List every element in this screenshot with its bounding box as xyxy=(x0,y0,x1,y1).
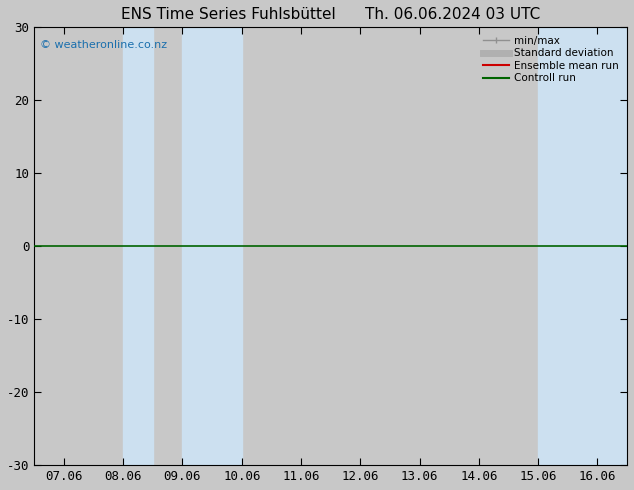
Title: ENS Time Series Fuhlsbüttel      Th. 06.06.2024 03 UTC: ENS Time Series Fuhlsbüttel Th. 06.06.20… xyxy=(121,7,540,22)
Bar xyxy=(123,27,153,465)
Bar xyxy=(538,27,627,465)
Text: © weatheronline.co.nz: © weatheronline.co.nz xyxy=(40,40,167,50)
Bar xyxy=(183,27,242,465)
Legend: min/max, Standard deviation, Ensemble mean run, Controll run: min/max, Standard deviation, Ensemble me… xyxy=(479,32,622,87)
